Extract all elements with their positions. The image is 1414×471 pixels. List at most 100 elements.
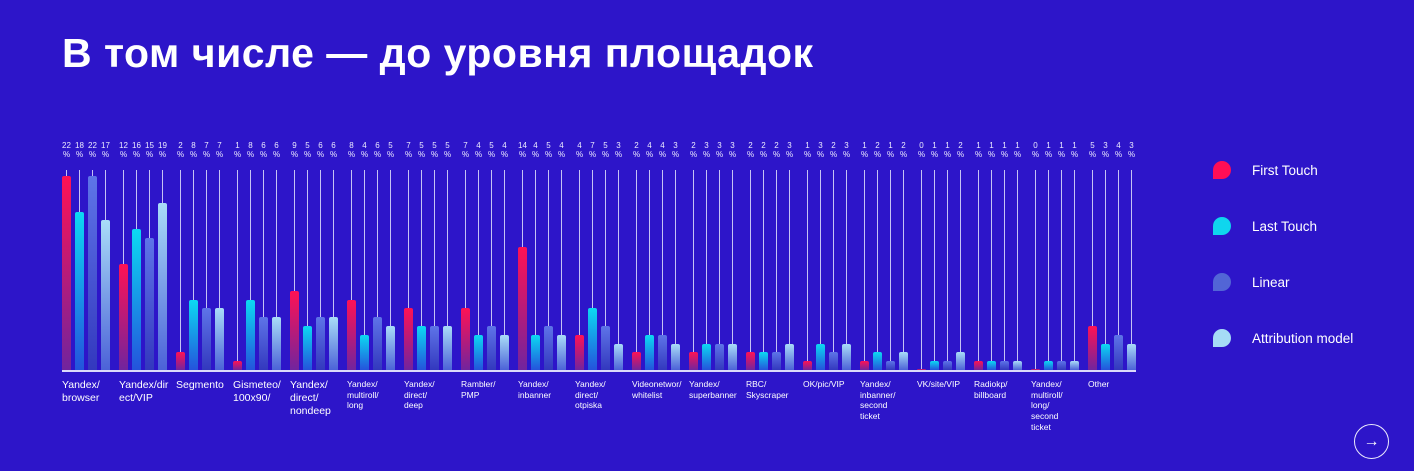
bar-linear [88,176,97,370]
bar-column: 1 % [803,141,812,370]
bar-groups: 22 % 18 % 22 % 17 % 12 % 16 % 15 % 19 % 2 % 8 % 7 … [62,141,1136,370]
stem-line [561,170,562,335]
value-label: 4 % [474,141,483,159]
value-label: 0 % [1031,141,1040,159]
bar-last-touch [816,343,825,370]
value-label: 16 % [132,141,141,159]
stem-line [947,170,948,362]
bar-linear [259,317,268,370]
value-label: 4 % [645,141,654,159]
bar-linear [829,352,838,370]
bar-attribution-model [785,343,794,370]
stem-line [1131,170,1132,344]
bar-column: 4 % [474,141,483,370]
next-slide-button[interactable]: → [1354,424,1389,459]
bar-column: 5 % [443,141,452,370]
bar-last-touch [303,326,312,370]
bar-column: 7 % [202,141,211,370]
stem-line [662,170,663,335]
value-label: 6 % [316,141,325,159]
category-label: Yandex/ multiroll/ long/ second ticket [1031,379,1063,432]
bar-first-touch [176,352,185,370]
stem-line [294,170,295,291]
stem-line [478,170,479,335]
value-label: 22 % [88,141,97,159]
category-label: Yandex/ direct/ nondeep [290,379,331,417]
bar-column: 7 % [461,141,470,370]
bar-column: 1 % [1000,141,1009,370]
legend: First Touch Last Touch Linear Attribution m… [1213,161,1353,347]
bar-linear [1000,361,1009,370]
bar-column: 16 % [132,141,141,370]
bar-first-touch [689,352,698,370]
stem-line [193,170,194,300]
stem-line [1048,170,1049,362]
bar-first-touch [404,308,413,370]
bar-linear [772,352,781,370]
bar-column: 5 % [303,141,312,370]
stem-line [320,170,321,318]
bar-group: 8 % 4 % 6 % 5 % [347,141,395,370]
value-label: 1 % [860,141,869,159]
value-label: 3 % [1127,141,1136,159]
category-label: Yandex/ direct/ otpiska [575,379,606,411]
bar-column: 3 % [842,141,851,370]
stem-line [732,170,733,344]
bar-first-touch [518,246,527,370]
bar-linear [715,343,724,370]
value-label: 9 % [290,141,299,159]
category-label: Yandex/ multiroll/ long [347,379,379,411]
stem-line [465,170,466,309]
x-axis-line [62,370,1136,372]
bar-column: 5 % [601,141,610,370]
bar-last-touch [246,299,255,370]
bar-first-touch [803,361,812,370]
bar-attribution-model [386,326,395,370]
bar-column: 6 % [272,141,281,370]
bar-last-touch [759,352,768,370]
value-label: 1 % [930,141,939,159]
stem-line [180,170,181,353]
bar-group: 9 % 5 % 6 % 6 % [290,141,338,370]
value-label: 3 % [785,141,794,159]
bar-linear [658,334,667,370]
value-label: 7 % [215,141,224,159]
bar-group: 5 % 3 % 4 % 3 % [1088,141,1136,370]
bar-attribution-model [728,343,737,370]
stem-line [237,170,238,362]
value-label: 6 % [259,141,268,159]
stem-line [66,170,67,177]
stem-line [693,170,694,353]
stem-line [1004,170,1005,362]
bar-first-touch [746,352,755,370]
category-label: Yandex/ superbanner [689,379,737,400]
bar-column: 7 % [404,141,413,370]
bar-column: 8 % [189,141,198,370]
stem-line [877,170,878,353]
bar-column: 4 % [360,141,369,370]
bar-column: 9 % [290,141,299,370]
stem-line [105,170,106,221]
stem-line [991,170,992,362]
bar-column: 5 % [544,141,553,370]
stem-line [618,170,619,344]
bar-attribution-model [101,220,110,370]
stem-line [504,170,505,335]
bar-column: 8 % [246,141,255,370]
value-label: 5 % [303,141,312,159]
bar-column: 1 % [930,141,939,370]
bar-group: 0 % 1 % 1 % 1 % [1031,141,1079,370]
value-label: 1 % [1070,141,1079,159]
value-label: 4 % [557,141,566,159]
stem-line [351,170,352,300]
value-label: 2 % [746,141,755,159]
bar-column: 22 % [62,141,71,370]
stem-line [1035,170,1036,369]
bar-column: 5 % [1088,141,1097,370]
value-label: 5 % [487,141,496,159]
value-label: 4 % [360,141,369,159]
bar-column: 0 % [1031,141,1040,370]
bar-linear [943,361,952,370]
stem-line [921,170,922,369]
stem-line [149,170,150,238]
